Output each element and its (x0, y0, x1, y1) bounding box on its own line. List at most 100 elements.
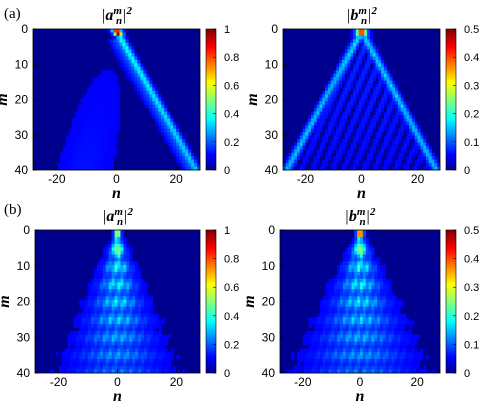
heatmap-cell (357, 282, 361, 287)
heatmap-cell (120, 282, 124, 287)
heatmap-cell (330, 94, 334, 99)
heatmap-cell (350, 42, 354, 47)
colorbar (445, 229, 457, 374)
heatmap-cell (374, 327, 378, 332)
heatmap-cell (341, 56, 345, 61)
chart-title: |am n|2 (101, 5, 133, 27)
heatmap-cell (383, 84, 388, 88)
heatmap-cell (125, 63, 129, 68)
heatmap-cell (353, 87, 357, 92)
heatmap-cell (369, 84, 374, 88)
heatmap-cell (402, 331, 407, 335)
heatmap-cell (149, 296, 154, 301)
heatmap-cell (342, 313, 347, 318)
heatmap-cell (434, 159, 438, 164)
heatmap-cell (88, 369, 92, 374)
heatmap-cell (336, 90, 340, 95)
heatmap-cell (411, 152, 416, 157)
heatmap-cell (101, 94, 105, 99)
heatmap-cell (311, 320, 315, 325)
heatmap-cell (337, 341, 341, 346)
heatmap-cell (108, 243, 112, 248)
heatmap-cell (368, 268, 372, 273)
heatmap-cell (107, 90, 111, 95)
heatmap-cell (342, 296, 347, 301)
heatmap-cell (381, 66, 385, 71)
heatmap-cell (132, 348, 136, 353)
heatmap-cell (340, 303, 344, 308)
heatmap-cell (128, 66, 132, 71)
heatmap-cell (353, 49, 357, 54)
heatmap-cell (381, 104, 385, 109)
heatmap-cell (371, 306, 375, 311)
heatmap-cell (89, 149, 93, 154)
heatmap-cell (350, 128, 354, 133)
heatmap-cell (77, 149, 82, 154)
heatmap-cell (408, 320, 412, 325)
heatmap-cell (385, 359, 389, 363)
heatmap-cell (149, 104, 153, 109)
heatmap-cell (361, 152, 365, 157)
heatmap-cell (374, 355, 378, 360)
heatmap-cell (149, 111, 153, 116)
heatmap-cell (117, 261, 121, 266)
heatmap-cell (98, 84, 102, 88)
heatmap-cell (182, 135, 186, 140)
heatmap-cell (375, 84, 379, 88)
heatmap-cell (74, 111, 79, 116)
heatmap-cell (354, 250, 358, 255)
heatmap-cell (369, 70, 374, 75)
heatmap-cell (348, 317, 352, 321)
heatmap-cell (341, 111, 345, 116)
heatmap-cell (371, 341, 375, 346)
heatmap-cell (82, 310, 86, 315)
heatmap-cell (302, 166, 306, 171)
heatmap-cell (99, 338, 104, 342)
heatmap-cell (414, 145, 418, 150)
heatmap-cell (354, 278, 358, 283)
heatmap-cell (308, 324, 312, 328)
heatmap-cell (110, 159, 114, 164)
heatmap-cell (117, 275, 121, 280)
heatmap-cell (372, 77, 376, 81)
heatmap-cell (135, 341, 139, 346)
heatmap-cell (344, 63, 348, 68)
heatmap-cell (117, 289, 121, 294)
heatmap-cell (322, 104, 326, 109)
heatmap-cell (320, 324, 324, 328)
heatmap-cell (344, 87, 348, 92)
heatmap-cell (116, 46, 120, 50)
heatmap-cell (316, 128, 320, 133)
heatmap-cell (129, 250, 133, 255)
heatmap-cell (325, 313, 329, 318)
heatmap-cell (372, 49, 376, 54)
heatmap-cell (108, 289, 112, 294)
heatmap-cell (344, 66, 348, 71)
heatmap-cell (80, 111, 84, 116)
heatmap-cell (83, 135, 87, 140)
heatmap-cell (340, 355, 344, 360)
heatmap-cell (406, 142, 410, 147)
heatmap-cell (158, 355, 162, 360)
heatmap-cell (331, 334, 335, 339)
heatmap-cell (179, 142, 183, 147)
heatmap-cell (144, 341, 148, 346)
heatmap-cell (328, 355, 332, 360)
heatmap-cell (143, 84, 147, 88)
heatmap-cell (82, 369, 86, 374)
heatmap-cell (110, 70, 114, 75)
heatmap-cell (152, 84, 156, 88)
heatmap-cell (86, 114, 90, 119)
heatmap-cell (354, 240, 358, 245)
heatmap-cell (170, 352, 174, 356)
heatmap-cell (431, 159, 435, 164)
heatmap-cell (300, 355, 304, 360)
heatmap-cell (400, 114, 404, 119)
heatmap-cell (437, 166, 441, 171)
heatmap-cell (388, 327, 392, 332)
heatmap-cell (320, 362, 324, 367)
heatmap-cell (85, 331, 89, 335)
heatmap-cell (381, 70, 385, 75)
heatmap-cell (98, 121, 102, 126)
